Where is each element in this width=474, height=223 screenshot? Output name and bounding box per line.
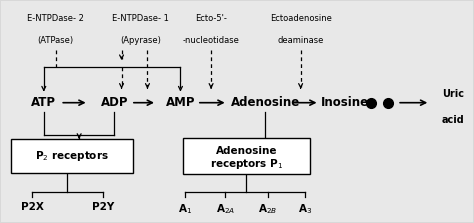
FancyBboxPatch shape [11,139,133,173]
Text: A$_3$: A$_3$ [298,202,312,216]
Text: AMP: AMP [166,96,195,109]
Text: -nucleotidase: -nucleotidase [182,36,239,45]
Text: P$_2$ receptors: P$_2$ receptors [35,149,109,163]
Text: receptors P$_1$: receptors P$_1$ [210,157,283,171]
Text: A$_1$: A$_1$ [178,202,192,216]
Text: A$_{2B}$: A$_{2B}$ [258,202,277,216]
Text: Inosine: Inosine [321,96,369,109]
Text: Uric: Uric [442,89,464,99]
Text: E-NTPDase- 2: E-NTPDase- 2 [27,14,84,23]
Text: (Apyrase): (Apyrase) [120,36,161,45]
Text: Ecto-5'-: Ecto-5'- [195,14,227,23]
Text: acid: acid [442,115,465,125]
Text: A$_{2A}$: A$_{2A}$ [216,202,235,216]
FancyBboxPatch shape [183,138,310,174]
Text: Adenosine: Adenosine [216,146,277,156]
Text: Adenosine: Adenosine [231,96,300,109]
Text: ATP: ATP [31,96,56,109]
Text: Ectoadenosine: Ectoadenosine [270,14,331,23]
Text: (ATPase): (ATPase) [37,36,73,45]
Text: P2X: P2X [20,202,44,212]
Text: P2Y: P2Y [91,202,114,212]
Text: E-NTPDase- 1: E-NTPDase- 1 [112,14,169,23]
Text: ADP: ADP [101,96,128,109]
Text: deaminase: deaminase [277,36,324,45]
